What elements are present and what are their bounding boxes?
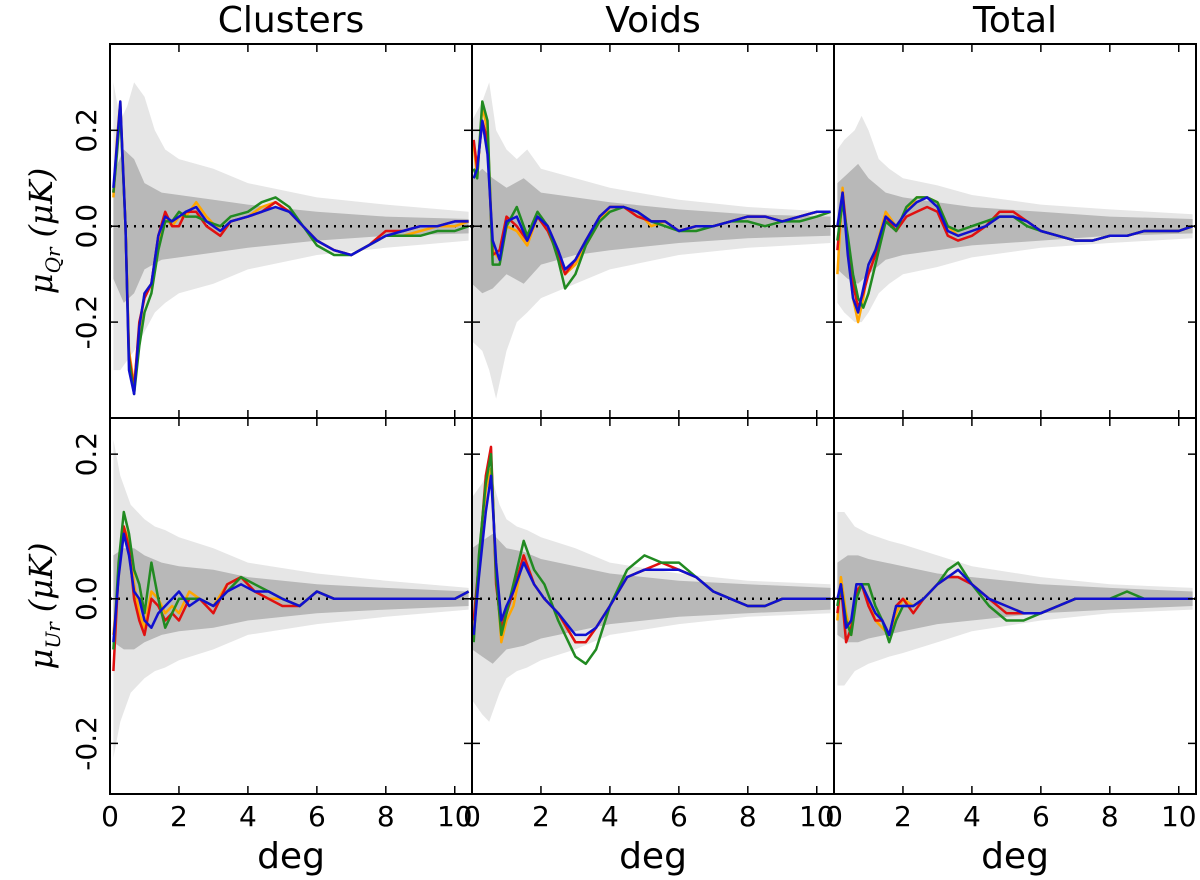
series-line-blue	[112, 532, 470, 643]
y-axis-label-unit: (μK)	[22, 168, 60, 238]
x-axis-label: deg	[257, 836, 325, 877]
confidence-band-inner	[837, 163, 1193, 284]
x-tick-label: 2	[894, 800, 912, 833]
x-tick-label: 8	[377, 800, 395, 833]
x-tick-label: 4	[963, 800, 981, 833]
x-tick-label: 10	[1161, 800, 1197, 833]
column-title-voids: Voids	[605, 0, 700, 41]
series-line-blue	[112, 100, 469, 396]
x-tick-label: 10	[437, 800, 473, 833]
panel-frame	[833, 417, 1197, 795]
x-axis-label: deg	[619, 836, 687, 877]
panel-voids-row2	[472, 445, 834, 722]
y-axis-label: μQr (μK)	[22, 168, 65, 294]
series-line-green	[472, 100, 832, 290]
panel-total-row1	[834, 115, 1196, 324]
series-line-blue	[836, 191, 1194, 314]
x-tick-label: 4	[239, 800, 257, 833]
series-line-blue	[472, 119, 831, 271]
x-tick-label: 0	[101, 800, 119, 833]
panel-clusters-row2	[110, 439, 472, 758]
x-axis-label: deg	[981, 836, 1049, 877]
y-axis-label: μUr (μK)	[22, 543, 65, 670]
confidence-band-inner	[472, 168, 831, 294]
confidence-band-inner	[472, 533, 831, 664]
y-axis-label-subscript: Ur	[41, 621, 65, 649]
x-tick-label: 4	[601, 800, 619, 833]
y-tick-label: 0.2	[70, 108, 103, 153]
column-title-total: Total	[972, 0, 1057, 41]
x-tick-label: 0	[825, 800, 843, 833]
x-tick-label: 6	[1032, 800, 1050, 833]
x-tick-label: 2	[532, 800, 550, 833]
x-tick-label: 10	[799, 800, 835, 833]
y-axis-label-unit: (μK)	[22, 543, 60, 613]
series-line-blue	[836, 568, 1193, 637]
series-line-blue	[472, 474, 831, 637]
y-axis-label-symbol: μ	[22, 649, 60, 670]
y-tick-label: 0.0	[70, 577, 103, 622]
x-tick-label: 2	[170, 800, 188, 833]
y-axis-label-subscript: Qr	[41, 246, 65, 273]
y-tick-label: -0.2	[70, 295, 103, 350]
panel-total-row2	[834, 512, 1196, 686]
x-tick-label: 8	[1101, 800, 1119, 833]
x-tick-label: 0	[463, 800, 481, 833]
x-tick-label: 6	[670, 800, 688, 833]
confidence-band-inner	[113, 149, 469, 303]
confidence-band-inner	[113, 548, 469, 650]
y-tick-label: 0.0	[70, 204, 103, 249]
confidence-band-inner	[837, 555, 1193, 643]
y-tick-label: -0.2	[70, 716, 103, 771]
column-title-clusters: Clusters	[218, 0, 365, 41]
y-axis-label-symbol: μ	[22, 273, 60, 294]
panel-clusters-row1	[110, 82, 472, 396]
x-tick-label: 8	[739, 800, 757, 833]
y-tick-label: 0.2	[70, 432, 103, 477]
x-tick-label: 6	[308, 800, 326, 833]
panel-voids-row1	[472, 82, 834, 399]
